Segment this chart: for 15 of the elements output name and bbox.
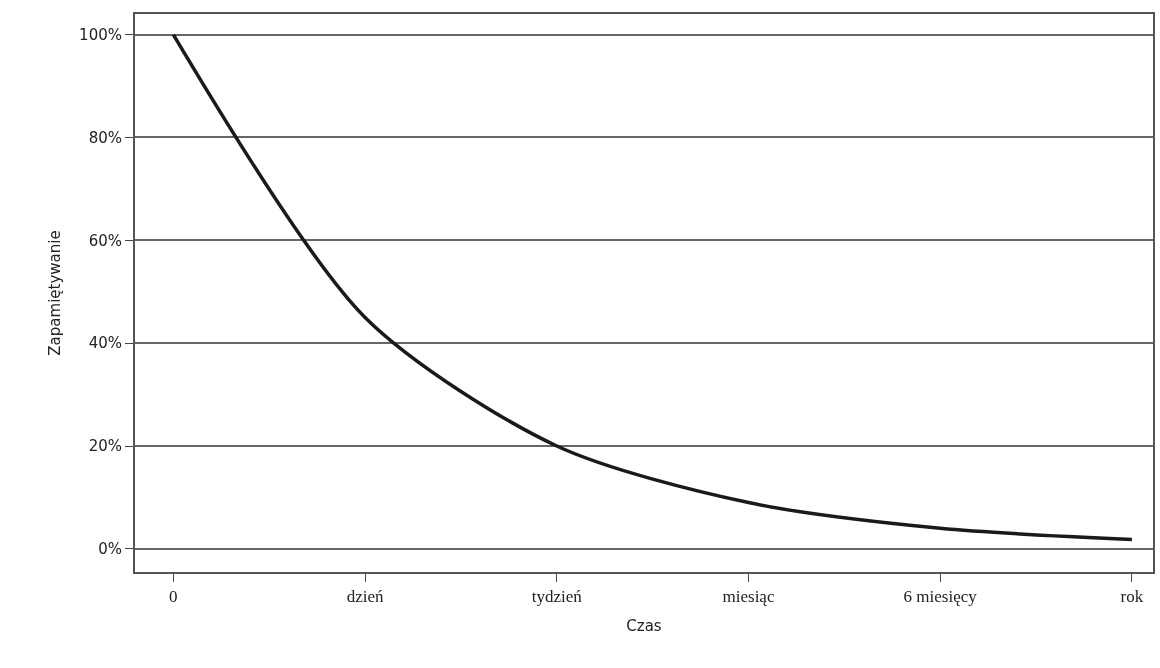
y-tick-label: 20% <box>88 437 122 456</box>
y-tick-label: 80% <box>88 128 122 147</box>
y-axis-title: Zapamiętywanie <box>45 230 64 356</box>
x-tick-label: tydzień <box>531 587 583 607</box>
x-tick-label: miesiąc <box>722 587 775 607</box>
x-tick-label: dzień <box>346 587 384 607</box>
y-tick-label: 0% <box>98 540 122 559</box>
line-series <box>171 32 1134 542</box>
y-tick-label: 40% <box>88 334 122 353</box>
y-tick-label: 60% <box>88 231 122 250</box>
x-tick-label: rok <box>1120 587 1144 607</box>
x-tick-label: 0 <box>169 587 178 607</box>
x-axis-title: Czas <box>626 616 662 635</box>
y-tick-label: 100% <box>79 25 122 44</box>
x-tick-label: 6 miesięcy <box>903 587 978 607</box>
